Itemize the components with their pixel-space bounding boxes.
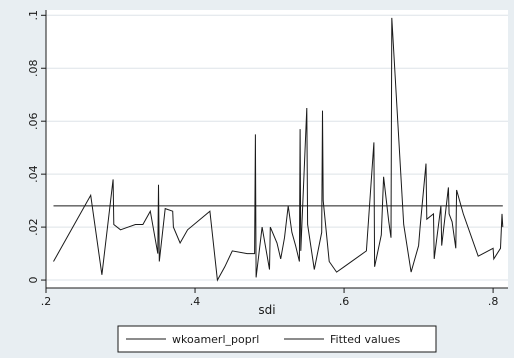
y-tick-label-3: .06 [27,112,40,130]
legend-label-fitted-values: Fitted values [330,333,401,346]
legend: wkoamerl_poprl Fitted values [117,325,437,353]
legend-label-wkoamerl-poprl: wkoamerl_poprl [172,333,259,346]
series-line-wkoamerl-poprl [53,17,504,282]
y-tick-label-1: .02 [27,218,40,236]
plot-area [46,10,508,288]
y-tick-label-0: 0 [27,277,40,284]
y-tick-label-5: .1 [27,10,40,21]
tick-labels: 0 .02 .04 .06 .08 .1 .2 .4 .6 .8 [27,10,498,308]
legend-box [117,325,437,353]
y-tick-label-2: .04 [27,165,40,183]
axes [41,10,508,293]
x-tick-label-2: .6 [339,295,350,308]
y-tick-label-4: .08 [27,59,40,77]
x-tick-label-3: .8 [488,295,499,308]
x-tick-label-1: .4 [190,295,201,308]
series-lines [53,17,504,282]
x-axis-title: sdi [258,303,275,317]
grid-lines [46,14,508,281]
x-tick-label-0: .2 [41,295,52,308]
